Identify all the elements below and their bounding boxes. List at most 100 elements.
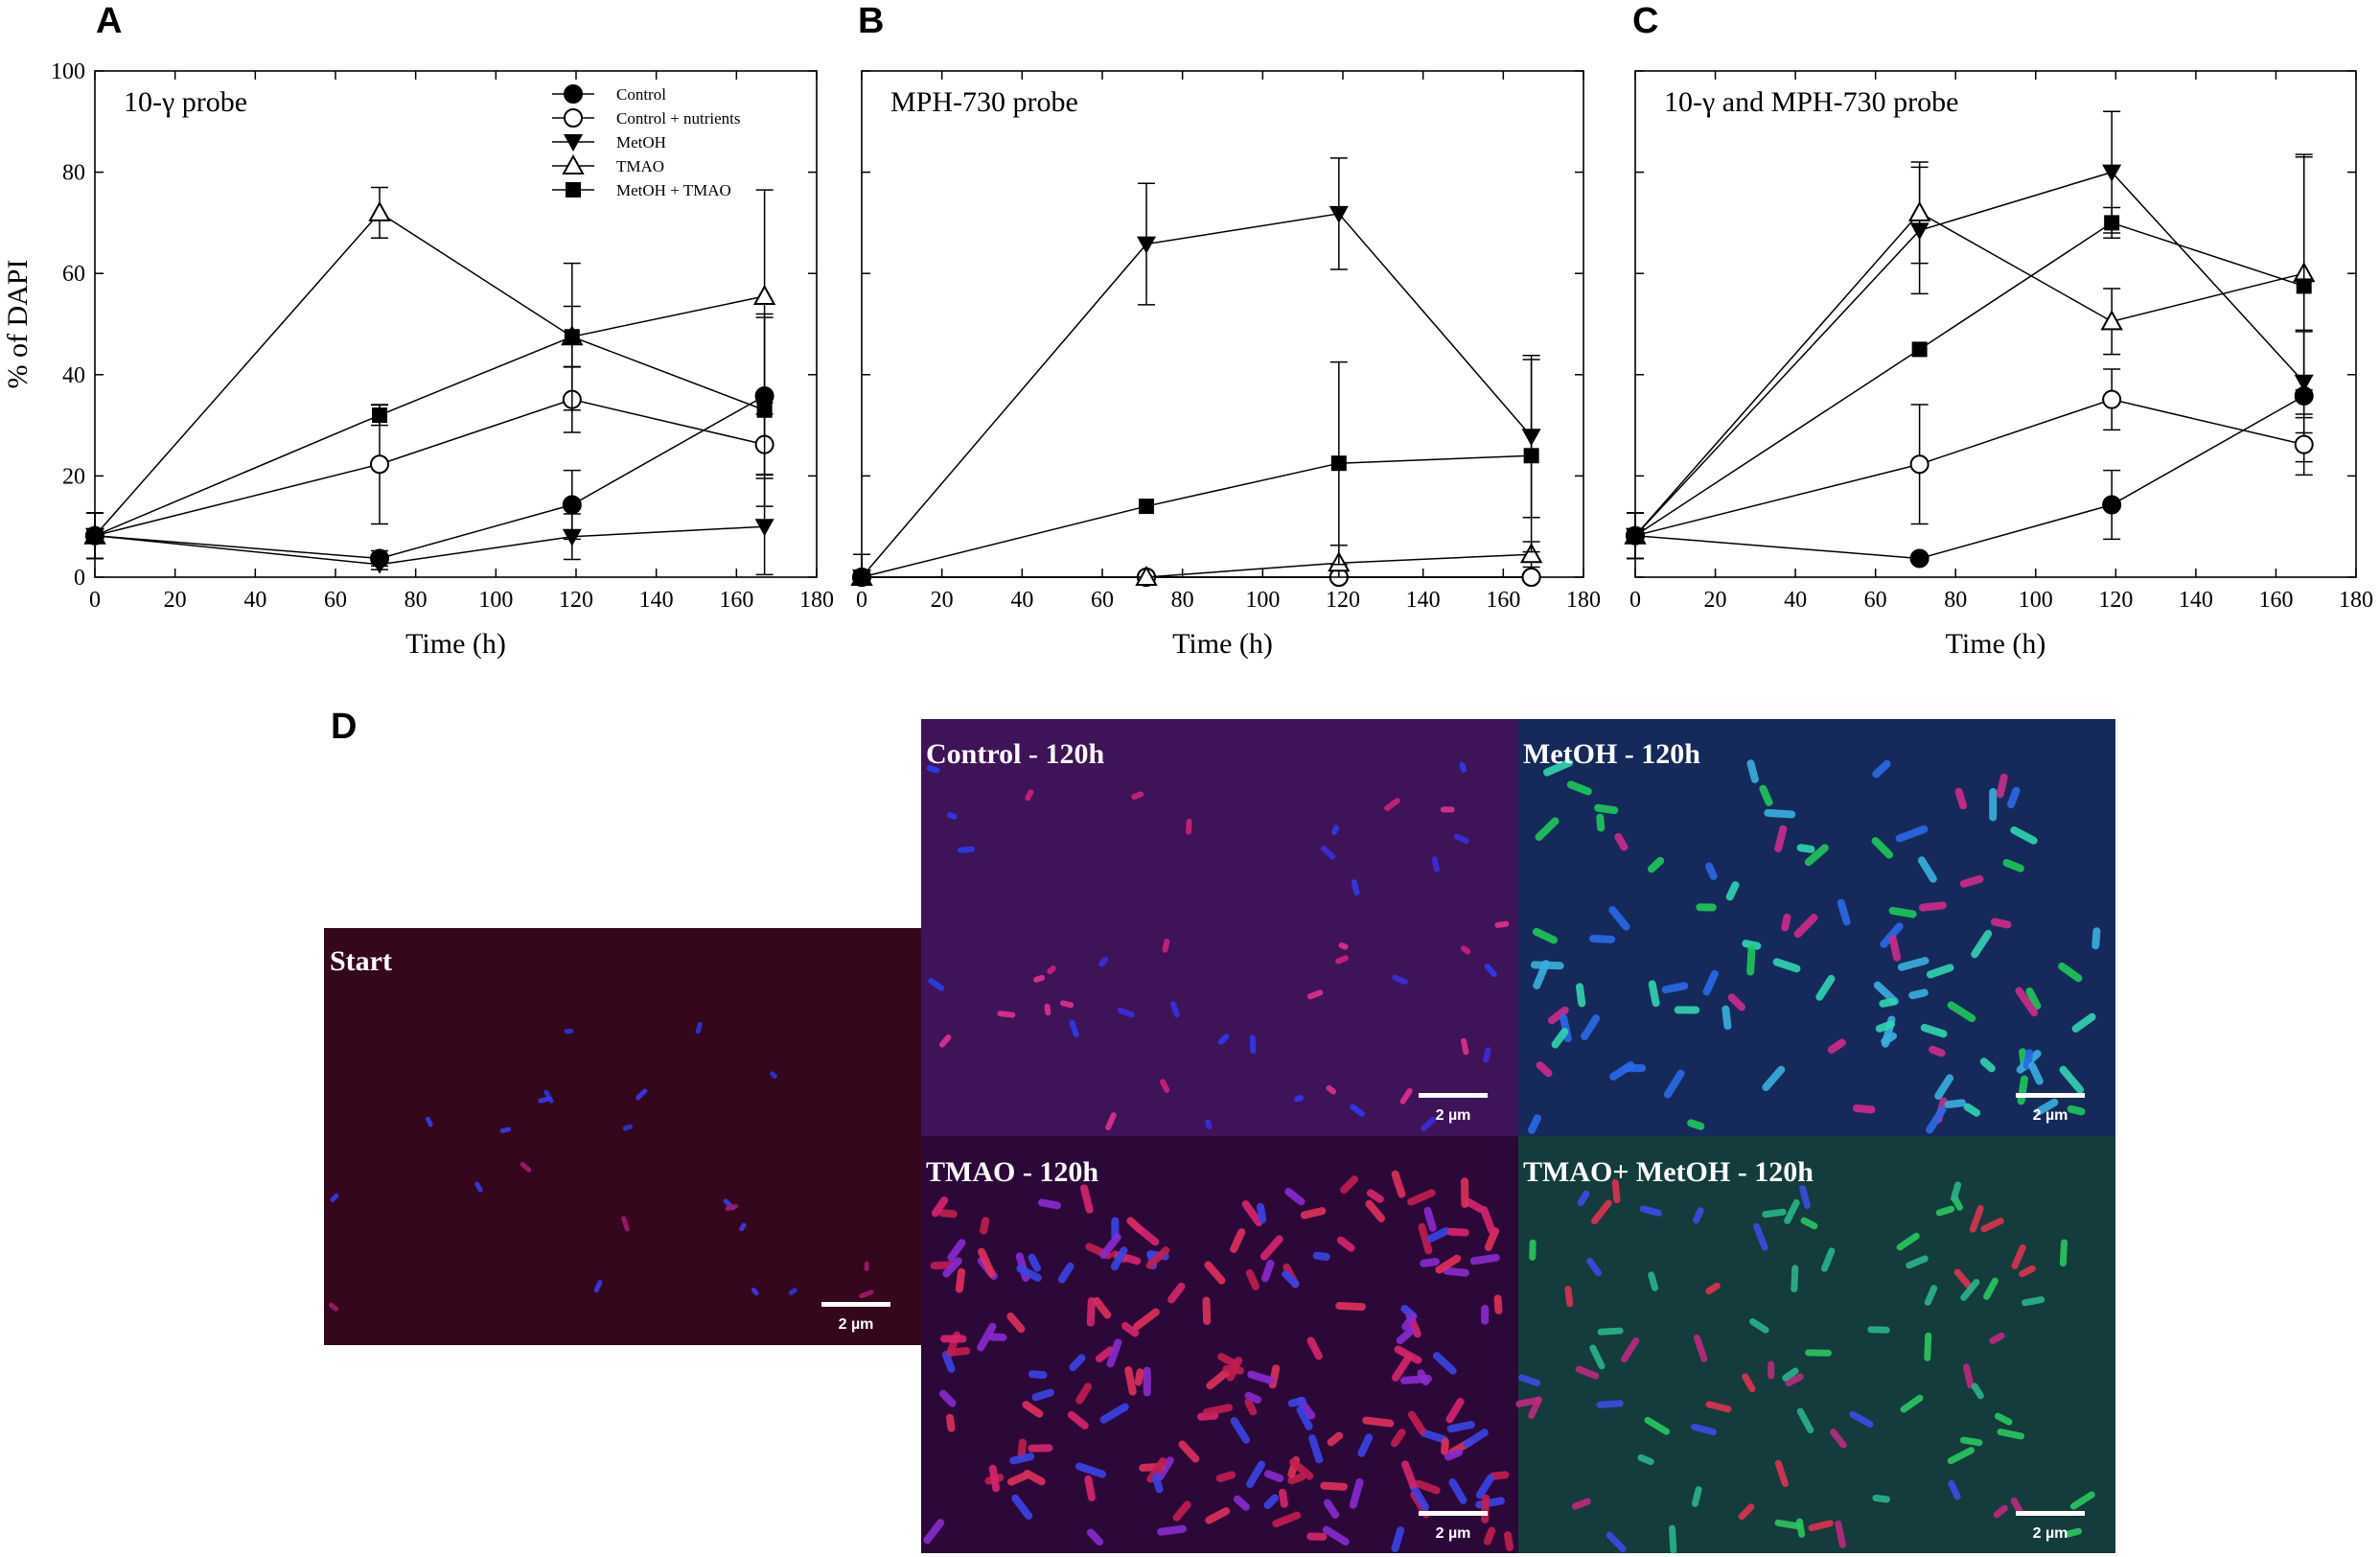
fluorescent-cell — [770, 1071, 777, 1080]
fluorescent-cell — [1597, 1327, 1624, 1336]
fluorescent-cell — [1320, 1481, 1348, 1491]
micrograph-control-label: Control - 120h — [926, 738, 1104, 770]
fluorescent-cell — [1249, 1034, 1257, 1054]
series-control-nutrients-line — [1634, 398, 2304, 537]
scale-bar — [1419, 1093, 1488, 1098]
fluorescent-cell — [1247, 1370, 1275, 1384]
fluorescent-cell — [1399, 1087, 1413, 1104]
fluorescent-cell — [1028, 1253, 1042, 1272]
fluorescent-cell — [1206, 1368, 1230, 1390]
fluorescent-cell — [1446, 1421, 1475, 1433]
fluorescent-cell — [1157, 1524, 1188, 1536]
fluorescent-cell — [1575, 1365, 1600, 1380]
fluorescent-cell — [1908, 988, 1929, 1000]
fluorescent-cell — [1920, 1023, 1948, 1038]
fluorescent-cell — [2002, 858, 2024, 872]
fluorescent-cell — [1947, 1001, 1976, 1023]
fluorescent-cell — [1669, 1524, 1677, 1554]
series-tmao-marker-3 — [1519, 543, 1543, 564]
fluorescent-cell — [1338, 942, 1349, 950]
fluorescent-cell — [931, 1196, 949, 1218]
x-tick-label: 180 — [799, 588, 834, 613]
fluorescent-cell — [1117, 1007, 1135, 1018]
x-tick-label: 40 — [1784, 588, 1807, 613]
fluorescent-cell — [1461, 945, 1471, 955]
fluorescent-cell — [695, 1021, 703, 1034]
series-metoh-marker-1 — [370, 556, 390, 574]
y-tick-label: 40 — [62, 363, 85, 388]
x-axis-title: Time (h) — [1172, 628, 1273, 660]
fluorescent-cell — [520, 1161, 532, 1173]
fluorescent-cell — [1075, 1462, 1106, 1478]
x-axis-title: Time (h) — [405, 628, 506, 660]
series-control-nutrients-marker-1 — [1909, 454, 1929, 475]
fluorescent-cell — [1796, 1407, 1814, 1433]
fluorescent-cell — [1725, 881, 1740, 901]
y-tick-label: 0 — [74, 566, 85, 591]
series-control-line — [94, 395, 765, 560]
fluorescent-cell — [1263, 1494, 1279, 1509]
x-tick-label: 120 — [1326, 588, 1360, 613]
fluorescent-cell — [1016, 1265, 1042, 1282]
fluorescent-cell — [1401, 1460, 1418, 1489]
fluorescent-cell — [1259, 1235, 1283, 1261]
fluorescent-cell — [1530, 961, 1564, 970]
fluorescent-cell — [1896, 1232, 1920, 1251]
fluorescent-cell — [1349, 1477, 1364, 1509]
fluorescent-cell — [1528, 1114, 1541, 1134]
fluorescent-cell — [1011, 1494, 1033, 1521]
fluorescent-cell — [1396, 1327, 1416, 1345]
fluorescent-cell — [1306, 989, 1324, 1000]
series-metoh-marker-2 — [2102, 164, 2122, 182]
fluorescent-cell — [1418, 1222, 1433, 1255]
fluorescent-cell — [1407, 1410, 1426, 1435]
fluorescent-cell — [1969, 1204, 1984, 1233]
fluorescent-cell — [1099, 1233, 1121, 1260]
fluorescent-cell — [2058, 962, 2083, 983]
fluorescent-cell — [2025, 987, 2042, 1011]
fluorescent-cell — [1917, 856, 1937, 883]
fluorescent-cell — [1448, 1478, 1467, 1504]
x-tick-label: 40 — [1010, 588, 1033, 613]
fluorescent-cell — [1308, 1434, 1324, 1464]
fluorescent-cell — [2007, 786, 2021, 809]
fluorescent-cell — [1421, 1116, 1437, 1131]
fluorescent-cell — [1391, 1354, 1413, 1382]
series-control — [1626, 329, 2314, 569]
fluorescent-cell — [1282, 1269, 1300, 1288]
fluorescent-cell — [1989, 1332, 2005, 1344]
fluorescent-cell — [1391, 1170, 1406, 1198]
fluorescent-cell — [1156, 1456, 1174, 1481]
fluorescent-cell — [1178, 1440, 1200, 1463]
x-tick-label: 20 — [1704, 588, 1727, 613]
fluorescent-cell — [1443, 1267, 1469, 1277]
series-control-nutrients-marker-3 — [2294, 434, 2314, 454]
fluorescent-cell — [1362, 1416, 1395, 1428]
fluorescent-cell — [1326, 1084, 1337, 1095]
fluorescent-cell — [938, 1209, 958, 1219]
fluorescent-cell — [1742, 940, 1762, 950]
fluorescent-cell — [1441, 1437, 1449, 1455]
charts-area: A 0 20 40 60 80 100 0 20 40 60 80 100 120 140 160 180 Tim… — [2, 1, 2373, 660]
fluorescent-cell — [1098, 956, 1109, 967]
fluorescent-cell — [1721, 1005, 1732, 1031]
fluorescent-cell — [1581, 1014, 1601, 1040]
series-control-nutrients-marker-3 — [1521, 568, 1541, 587]
fluorescent-cell — [1037, 1198, 1061, 1210]
x-tick-label: 80 — [404, 588, 427, 613]
fluorescent-cell — [1217, 1034, 1230, 1045]
fluorescent-cell — [1577, 1190, 1590, 1207]
fluorescent-cell — [1764, 808, 1796, 819]
fluorescent-cell — [1047, 965, 1056, 975]
fluorescent-cell — [1423, 1206, 1437, 1232]
fluorescent-cell — [1075, 1383, 1093, 1405]
fluorescent-cell — [2069, 1491, 2095, 1510]
fluorescent-cell — [1648, 1271, 1658, 1291]
fluorescent-cell — [947, 812, 958, 820]
fluorescent-cell — [1644, 1416, 1671, 1435]
fluorescent-cell — [1663, 1069, 1685, 1099]
x-tick-label: 80 — [1944, 588, 1967, 613]
fluorescent-cell — [1435, 1254, 1462, 1274]
x-tick-label: 180 — [1566, 588, 1601, 613]
panel-letter-c: C — [1632, 1, 1658, 41]
